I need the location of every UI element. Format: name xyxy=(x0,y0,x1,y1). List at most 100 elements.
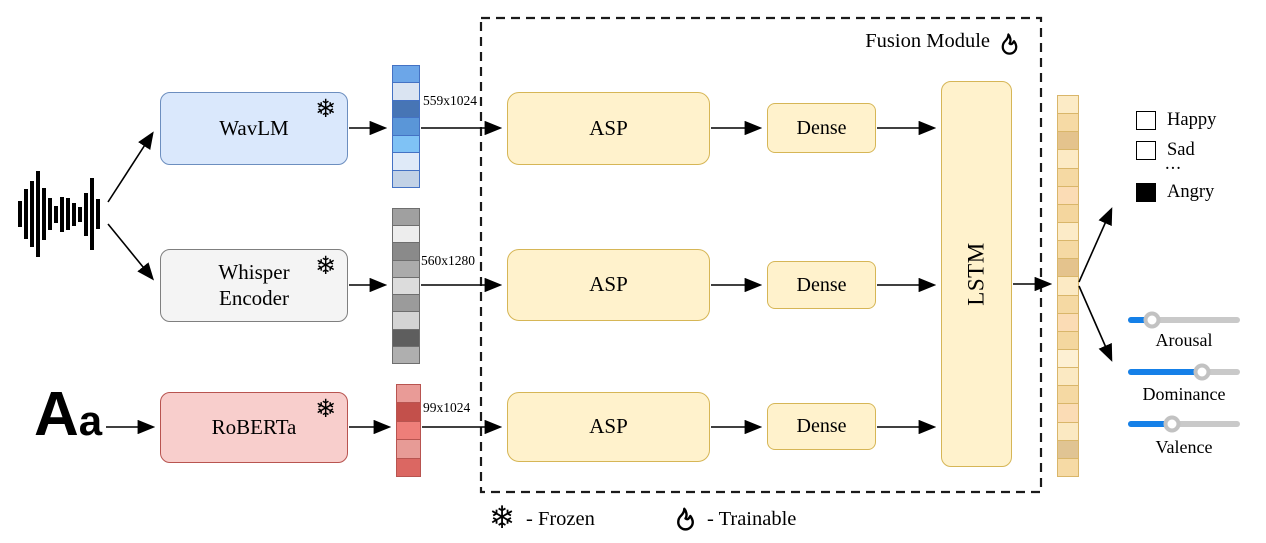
waveform-bar xyxy=(60,196,64,232)
whisper-feature-dims: 560x1280 xyxy=(421,253,475,268)
vector-cell xyxy=(1057,403,1079,423)
arousal-label: Arousal xyxy=(1155,330,1213,350)
vector-cell xyxy=(396,457,421,478)
snowflake-icon: ❄ xyxy=(315,251,336,280)
vector-cell xyxy=(1057,149,1079,169)
frozen-legend-label: - Frozen xyxy=(526,508,595,530)
asp-label: ASP xyxy=(589,115,628,140)
arrow-audio-to-wavlm xyxy=(107,131,154,203)
waveform-bar xyxy=(96,199,100,229)
vector-cell xyxy=(392,294,420,313)
dominance-slider-fill xyxy=(1128,369,1202,375)
emotion-item-sad: Sad xyxy=(1136,140,1195,161)
dense-box-1: Dense xyxy=(767,103,876,153)
vector-cell xyxy=(1057,113,1079,133)
waveform-bar xyxy=(18,201,22,227)
angry-label: Angry xyxy=(1167,182,1215,202)
lstm-box: LSTM xyxy=(941,81,1012,467)
waveform-bar xyxy=(36,171,40,257)
happy-label: Happy xyxy=(1167,110,1217,130)
dominance-label: Dominance xyxy=(1142,384,1226,404)
vector-cell xyxy=(1057,185,1079,205)
snowflake-icon: ❄ xyxy=(489,500,515,536)
vector-cell xyxy=(1057,348,1079,369)
text-icon-lowercase: a xyxy=(78,397,103,444)
waveform-bar xyxy=(84,192,88,236)
valence-label: Valence xyxy=(1155,437,1213,457)
waveform-bar xyxy=(42,188,46,240)
vector-cell xyxy=(392,276,420,296)
asp-box-2: ASP xyxy=(507,249,710,321)
vector-cell xyxy=(1057,167,1079,187)
whisper-feature-vector xyxy=(392,208,420,364)
vector-cell xyxy=(392,152,420,171)
wavlm-encoder-box: WavLM ❄ xyxy=(160,92,348,165)
vector-cell xyxy=(392,328,420,347)
dense-box-2: Dense xyxy=(767,261,876,309)
dense-label: Dense xyxy=(796,415,847,438)
emotion-item-ellipsis: ... xyxy=(1165,154,1182,175)
vector-cell xyxy=(1057,439,1079,459)
vector-cell xyxy=(396,439,421,459)
dense-box-3: Dense xyxy=(767,403,876,450)
dense-label: Dense xyxy=(796,273,847,296)
vector-cell xyxy=(396,384,421,404)
text-icon-capital: A xyxy=(34,380,79,449)
ellipsis-label: ... xyxy=(1165,154,1182,174)
vector-cell xyxy=(1057,367,1079,387)
arrow-output-to-emotions xyxy=(1078,207,1113,283)
dense-label: Dense xyxy=(796,116,847,139)
arousal-slider xyxy=(1128,311,1240,329)
vector-cell xyxy=(396,402,421,422)
arousal-slider-thumb xyxy=(1143,311,1161,329)
emotion-legend: Happy Sad ... Angry xyxy=(1136,110,1262,210)
snowflake-icon: ❄ xyxy=(315,394,336,423)
flame-icon xyxy=(677,507,694,531)
vector-cell xyxy=(1057,258,1079,278)
happy-swatch xyxy=(1136,111,1156,130)
waveform-bar xyxy=(24,189,28,239)
sad-label: Sad xyxy=(1167,140,1195,160)
vector-cell xyxy=(392,169,420,188)
vector-cell xyxy=(392,311,420,330)
vector-cell xyxy=(1057,312,1079,332)
arrow-audio-to-whisper xyxy=(107,223,155,281)
waveform-bar xyxy=(78,206,82,222)
valence-slider-thumb xyxy=(1163,415,1181,433)
roberta-encoder-box: RoBERTa ❄ xyxy=(160,392,348,463)
vector-cell xyxy=(1057,95,1079,115)
vector-cell xyxy=(392,99,420,119)
snowflake-icon: ❄ xyxy=(315,94,336,123)
vector-cell xyxy=(1057,385,1079,405)
vector-cell xyxy=(1057,294,1079,314)
wavlm-label: WavLM xyxy=(219,115,289,140)
wavlm-feature-vector xyxy=(392,65,420,188)
roberta-feature-dims: 99x1024 xyxy=(423,400,471,415)
valence-slider-fill xyxy=(1128,421,1172,427)
waveform-bar xyxy=(30,181,34,247)
emotion-item-happy: Happy xyxy=(1136,110,1216,131)
vector-cell xyxy=(392,259,420,278)
emotion-item-angry: Angry xyxy=(1136,182,1214,203)
roberta-label: RoBERTa xyxy=(211,414,297,439)
wavlm-feature-dims: 559x1024 xyxy=(423,93,477,108)
whisper-encoder-box: Whisper Encoder ❄ xyxy=(160,249,348,322)
waveform-bar xyxy=(72,202,76,226)
fusion-module-title: Fusion Module xyxy=(865,30,990,52)
flame-icon xyxy=(1001,33,1018,55)
vector-cell xyxy=(1057,131,1079,151)
lstm-label: LSTM xyxy=(963,242,989,306)
trainable-legend-label: - Trainable xyxy=(707,508,797,530)
vector-cell xyxy=(392,345,420,364)
output-vector xyxy=(1057,95,1079,477)
vector-cell xyxy=(392,117,420,136)
audio-waveform-icon xyxy=(18,166,108,262)
arousal-slider-fill xyxy=(1128,317,1152,323)
vector-cell xyxy=(392,225,420,244)
vector-cell xyxy=(392,65,420,84)
vector-cell xyxy=(396,420,421,441)
valence-slider xyxy=(1128,415,1240,433)
asp-box-1: ASP xyxy=(507,92,710,165)
vector-cell xyxy=(392,242,420,261)
angry-swatch xyxy=(1136,183,1156,202)
